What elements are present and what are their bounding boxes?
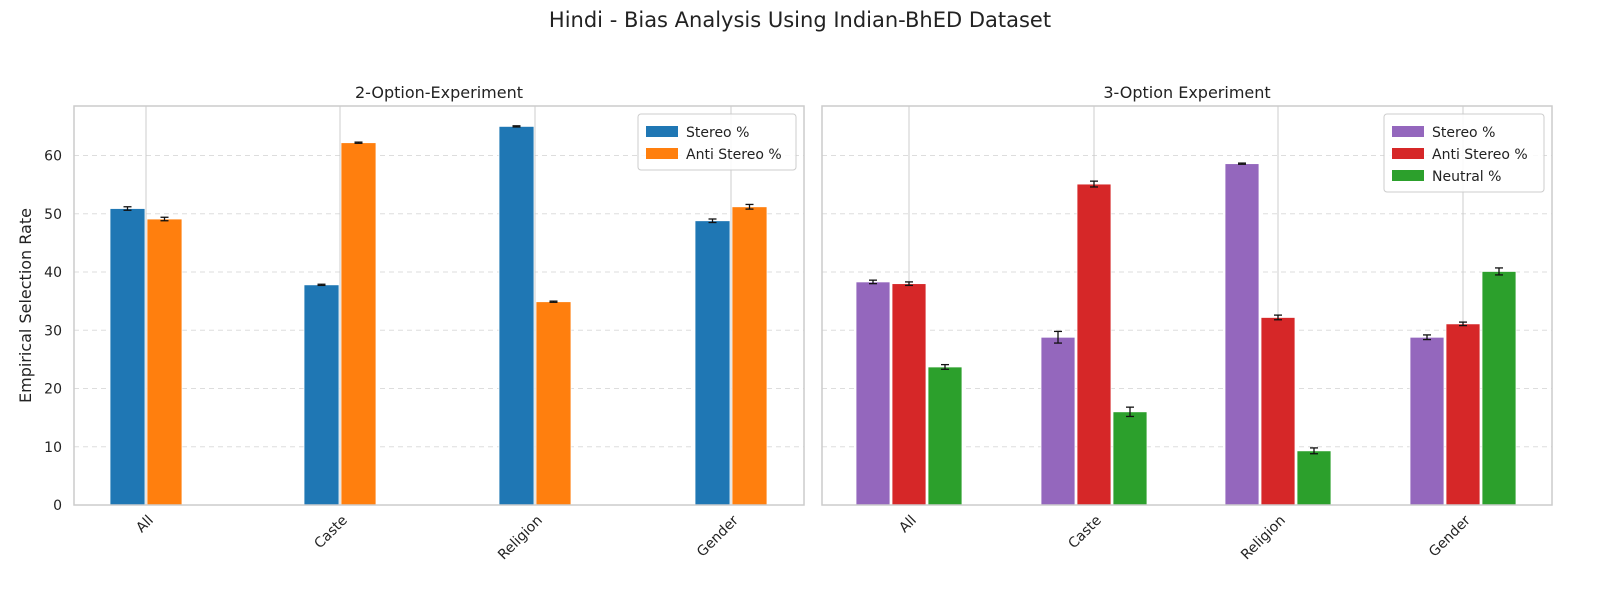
bar-stereo-caste — [303, 284, 340, 506]
panel-title: 2-Option-Experiment — [355, 83, 523, 102]
bar-neutral-gender — [1481, 271, 1517, 506]
bar-neutral-caste — [1112, 411, 1148, 506]
x-tick-label: All — [133, 513, 157, 537]
legend-label: Stereo % — [1432, 125, 1495, 141]
x-tick-label: Religion — [495, 513, 546, 564]
legend: Stereo % Anti Stereo % — [637, 113, 797, 171]
y-tick-label: 50 — [44, 207, 62, 223]
figure-title: Hindi - Bias Analysis Using Indian-BhED … — [549, 8, 1051, 32]
panel-three-option: 3-Option Experiment All Caste Religion Gende… — [821, 83, 1553, 564]
bar-anti-stereo-caste — [1076, 183, 1112, 506]
axes-frame — [73, 105, 805, 506]
x-tick-label: Gender — [694, 512, 742, 560]
legend-label: Neutral % — [1432, 169, 1501, 185]
x-tick-label: Caste — [1065, 513, 1104, 552]
x-tick-label: Religion — [1238, 513, 1289, 564]
legend: Stereo % Anti Stereo % Neutral % — [1383, 113, 1545, 193]
y-tick-label: 0 — [53, 498, 62, 514]
bar-anti-stereo-caste — [340, 142, 377, 506]
y-tick-label: 20 — [44, 382, 62, 398]
legend-label: Anti Stereo % — [686, 147, 782, 163]
x-tick-label: Gender — [1426, 512, 1474, 560]
panel-two-option: 2-Option-Experiment 0 10 20 30 40 50 60 Empirica… — [16, 83, 805, 564]
bar-anti-stereo-religion — [535, 301, 572, 506]
legend-label: Stereo % — [686, 125, 749, 141]
bar-anti-stereo-all — [146, 218, 183, 506]
bar-anti-stereo-religion — [1260, 317, 1296, 506]
legend-swatch — [1392, 126, 1424, 137]
legend-label: Anti Stereo % — [1432, 147, 1528, 163]
y-tick-label: 30 — [44, 323, 62, 339]
bar-anti-stereo-gender — [1445, 323, 1481, 506]
bar-stereo-gender — [1409, 336, 1445, 506]
x-tick-label: All — [896, 513, 920, 537]
bar-stereo-religion — [1224, 163, 1260, 506]
legend-swatch — [646, 126, 678, 137]
bar-stereo-caste — [1040, 336, 1076, 506]
y-tick-label: 60 — [44, 149, 62, 165]
panel-title: 3-Option Experiment — [1103, 83, 1270, 102]
y-axis-label: Empirical Selection Rate — [16, 208, 35, 403]
bar-anti-stereo-gender — [731, 206, 768, 506]
bar-anti-stereo-all — [891, 283, 927, 506]
legend-swatch — [646, 148, 678, 159]
legend-swatch — [1392, 148, 1424, 159]
bar-stereo-gender — [694, 220, 731, 506]
bar-neutral-all — [927, 366, 963, 506]
bar-stereo-all — [109, 208, 146, 506]
bar-neutral-religion — [1296, 450, 1332, 506]
y-tick-label: 40 — [44, 265, 62, 281]
x-tick-label: Caste — [311, 513, 350, 552]
bar-stereo-all — [855, 281, 891, 506]
y-tick-label: 10 — [44, 440, 62, 456]
legend-swatch — [1392, 170, 1424, 181]
bar-stereo-religion — [498, 125, 535, 506]
axes-frame — [821, 105, 1553, 506]
